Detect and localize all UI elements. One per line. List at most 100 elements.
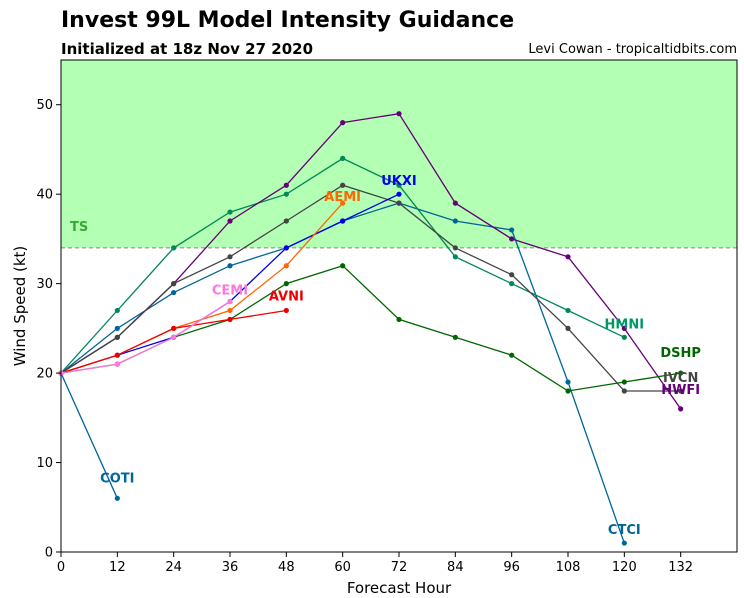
series-label-ukxi: UKXI xyxy=(381,174,417,189)
data-point-dshp xyxy=(452,334,458,340)
series-line-cemi xyxy=(60,300,231,374)
data-point-cemi xyxy=(227,298,233,305)
data-point-hwfi xyxy=(565,254,571,260)
series-label-hmni: HMNI xyxy=(605,317,645,332)
data-point-ctci xyxy=(227,263,233,269)
data-point-aemi xyxy=(340,200,346,206)
series-line-avni xyxy=(60,309,287,374)
y-tick-label: 40 xyxy=(36,188,53,203)
data-point-avni xyxy=(114,352,120,358)
y-tick-label: 50 xyxy=(36,98,53,113)
data-point-ivcn xyxy=(565,325,571,331)
data-point-dshp xyxy=(509,352,515,358)
data-point-hwfi xyxy=(678,406,684,412)
data-point-dshp xyxy=(283,281,289,287)
series-label-ivcn: IVCN xyxy=(663,371,698,386)
chart-title: Invest 99L Model Intensity Guidance xyxy=(61,8,515,33)
data-point-hmni xyxy=(114,307,120,314)
data-point-ivcn xyxy=(621,388,627,394)
data-point-dshp xyxy=(340,263,346,269)
series-label-aemi: AEMI xyxy=(324,190,361,205)
y-axis-label: Wind Speed (kt) xyxy=(11,246,29,367)
y-tick-label: 20 xyxy=(36,367,53,382)
data-point-aemi xyxy=(283,263,289,269)
data-point-cemi xyxy=(171,334,177,340)
data-point-cemi xyxy=(114,361,120,367)
data-point-hmni xyxy=(283,191,289,197)
series-line-ivcn xyxy=(60,184,681,392)
data-point-hwfi xyxy=(621,325,627,331)
series-line-coti xyxy=(60,372,118,499)
data-point-ivcn xyxy=(509,272,515,278)
data-point-aemi xyxy=(227,307,233,314)
data-point-ctci xyxy=(621,540,627,546)
data-point-ctci xyxy=(452,218,458,224)
data-point-hwfi xyxy=(452,200,458,206)
data-point-hmni xyxy=(565,307,571,314)
x-tick-label: 36 xyxy=(222,560,239,575)
data-point-coti xyxy=(114,495,120,501)
ts-label: TS xyxy=(70,220,88,235)
data-point-ivcn xyxy=(340,182,346,188)
data-point-hwfi xyxy=(396,111,402,117)
x-tick-label: 96 xyxy=(503,560,520,575)
ts-region xyxy=(61,60,737,248)
data-point-ukxi xyxy=(396,191,402,197)
data-point-ivcn xyxy=(114,334,120,340)
x-tick-label: 12 xyxy=(109,560,126,575)
chart-subtitle: Initialized at 18z Nov 27 2020 xyxy=(61,40,314,58)
series-line-dshp xyxy=(60,264,681,392)
data-point-ivcn xyxy=(227,254,233,260)
series-label-avni: AVNI xyxy=(269,289,304,304)
x-tick-label: 108 xyxy=(556,560,581,575)
x-axis-label: Forecast Hour xyxy=(347,579,452,597)
x-tick-label: 72 xyxy=(391,560,408,575)
data-point-ivcn xyxy=(283,218,289,224)
credit-text: Levi Cowan - tropicaltidbits.com xyxy=(528,42,737,57)
data-point-hmni xyxy=(396,182,402,188)
series-label-coti: COTI xyxy=(100,471,134,486)
y-tick-label: 30 xyxy=(36,277,53,292)
x-tick-label: 24 xyxy=(165,560,182,575)
data-point-hwfi xyxy=(509,236,515,242)
data-point-ctci xyxy=(114,325,120,331)
data-point-hwfi xyxy=(340,120,346,126)
series-label-ctci: CTCI xyxy=(608,523,641,538)
data-point-hmni xyxy=(340,155,346,161)
data-point-ivcn xyxy=(678,388,684,394)
data-point-ctci xyxy=(565,379,571,385)
y-tick-label: 10 xyxy=(36,456,53,471)
data-point-ivcn xyxy=(396,200,402,206)
series-label-cemi: CEMI xyxy=(212,284,248,299)
data-point-ivcn xyxy=(452,245,458,251)
data-point-hmni xyxy=(509,281,515,287)
data-point-dshp xyxy=(396,316,402,323)
x-tick-label: 60 xyxy=(334,560,351,575)
data-point-ivcn xyxy=(171,281,177,287)
data-point-ukxi xyxy=(340,218,346,224)
data-point-hmni xyxy=(227,209,233,215)
data-point-ctci xyxy=(509,227,515,233)
data-point-dshp xyxy=(678,370,684,376)
series-label-dshp: DSHP xyxy=(660,346,701,361)
series-label-hwfi: HWFI xyxy=(661,383,700,398)
data-point-hmni xyxy=(452,254,458,260)
data-point-avni xyxy=(283,307,289,314)
y-tick-label: 0 xyxy=(45,546,53,561)
x-tick-label: 120 xyxy=(612,560,637,575)
data-point-avni xyxy=(171,325,177,331)
data-point-dshp xyxy=(565,388,571,394)
x-tick-label: 0 xyxy=(57,560,65,575)
x-tick-label: 132 xyxy=(668,560,693,575)
x-tick-label: 84 xyxy=(447,560,464,575)
data-point-hwfi xyxy=(283,182,289,188)
x-tick-label: 48 xyxy=(278,560,295,575)
data-point-dshp xyxy=(621,379,627,385)
data-point-avni xyxy=(227,316,233,323)
data-point-hwfi xyxy=(227,218,233,224)
data-point-ctci xyxy=(171,289,177,296)
data-point-hmni xyxy=(171,245,177,251)
data-point-ukxi xyxy=(283,245,289,251)
data-point-hmni xyxy=(621,334,627,340)
